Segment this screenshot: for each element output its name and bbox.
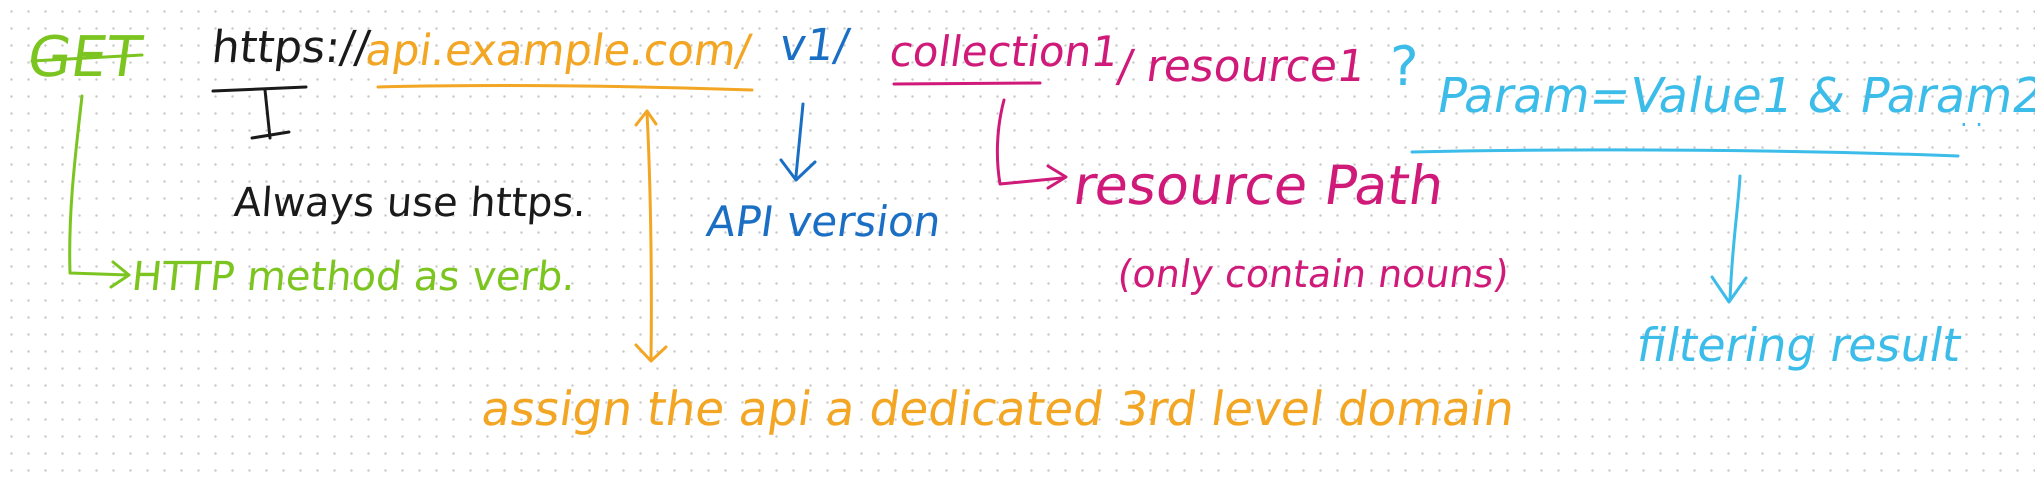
query-note: filtering result <box>1633 318 1966 372</box>
version-label: v1/ <box>776 20 853 71</box>
query-arrow <box>1728 174 1742 302</box>
domain-underline <box>376 84 754 92</box>
resource-label: / resource1 <box>1114 41 1369 92</box>
path-note: resource Path <box>1069 154 1448 217</box>
collection-label: collection1 <box>886 27 1122 76</box>
method-arrowhead <box>109 260 131 289</box>
path-detail-note: (only contain nouns) <box>1114 252 1512 296</box>
query-label: Param=Value1 & Param2 <box>1433 68 2035 124</box>
method-underline <box>30 53 144 63</box>
query-arrowhead <box>1710 275 1748 304</box>
scheme-underline <box>211 85 308 93</box>
domain-label: api.example.com/ <box>362 26 754 76</box>
domain-arrowhead-bottom <box>634 343 668 363</box>
version-arrowhead <box>779 158 817 182</box>
query-underline <box>1410 148 1960 158</box>
method-note: HTTP method as verb. <box>129 254 578 300</box>
method-label: GET <box>23 25 146 90</box>
path-arrow <box>995 98 1064 186</box>
version-arrow <box>794 102 805 178</box>
path-arrowhead <box>1046 164 1068 190</box>
scheme-arrow <box>263 88 272 140</box>
version-note: API version <box>703 197 945 246</box>
scheme-note: Always use https. <box>232 180 588 226</box>
scheme-label: https:// <box>209 22 373 73</box>
collection-underline <box>892 81 1042 86</box>
method-arrow <box>68 94 130 277</box>
domain-note: assign the api a dedicated 3rd level dom… <box>478 382 1519 437</box>
scheme-arrowhead <box>250 130 291 140</box>
domain-arrow <box>645 111 653 360</box>
query-trailing-dots: . . <box>1960 104 1983 132</box>
query-mark: ? <box>1390 35 1419 98</box>
domain-arrowhead-top <box>634 109 658 127</box>
